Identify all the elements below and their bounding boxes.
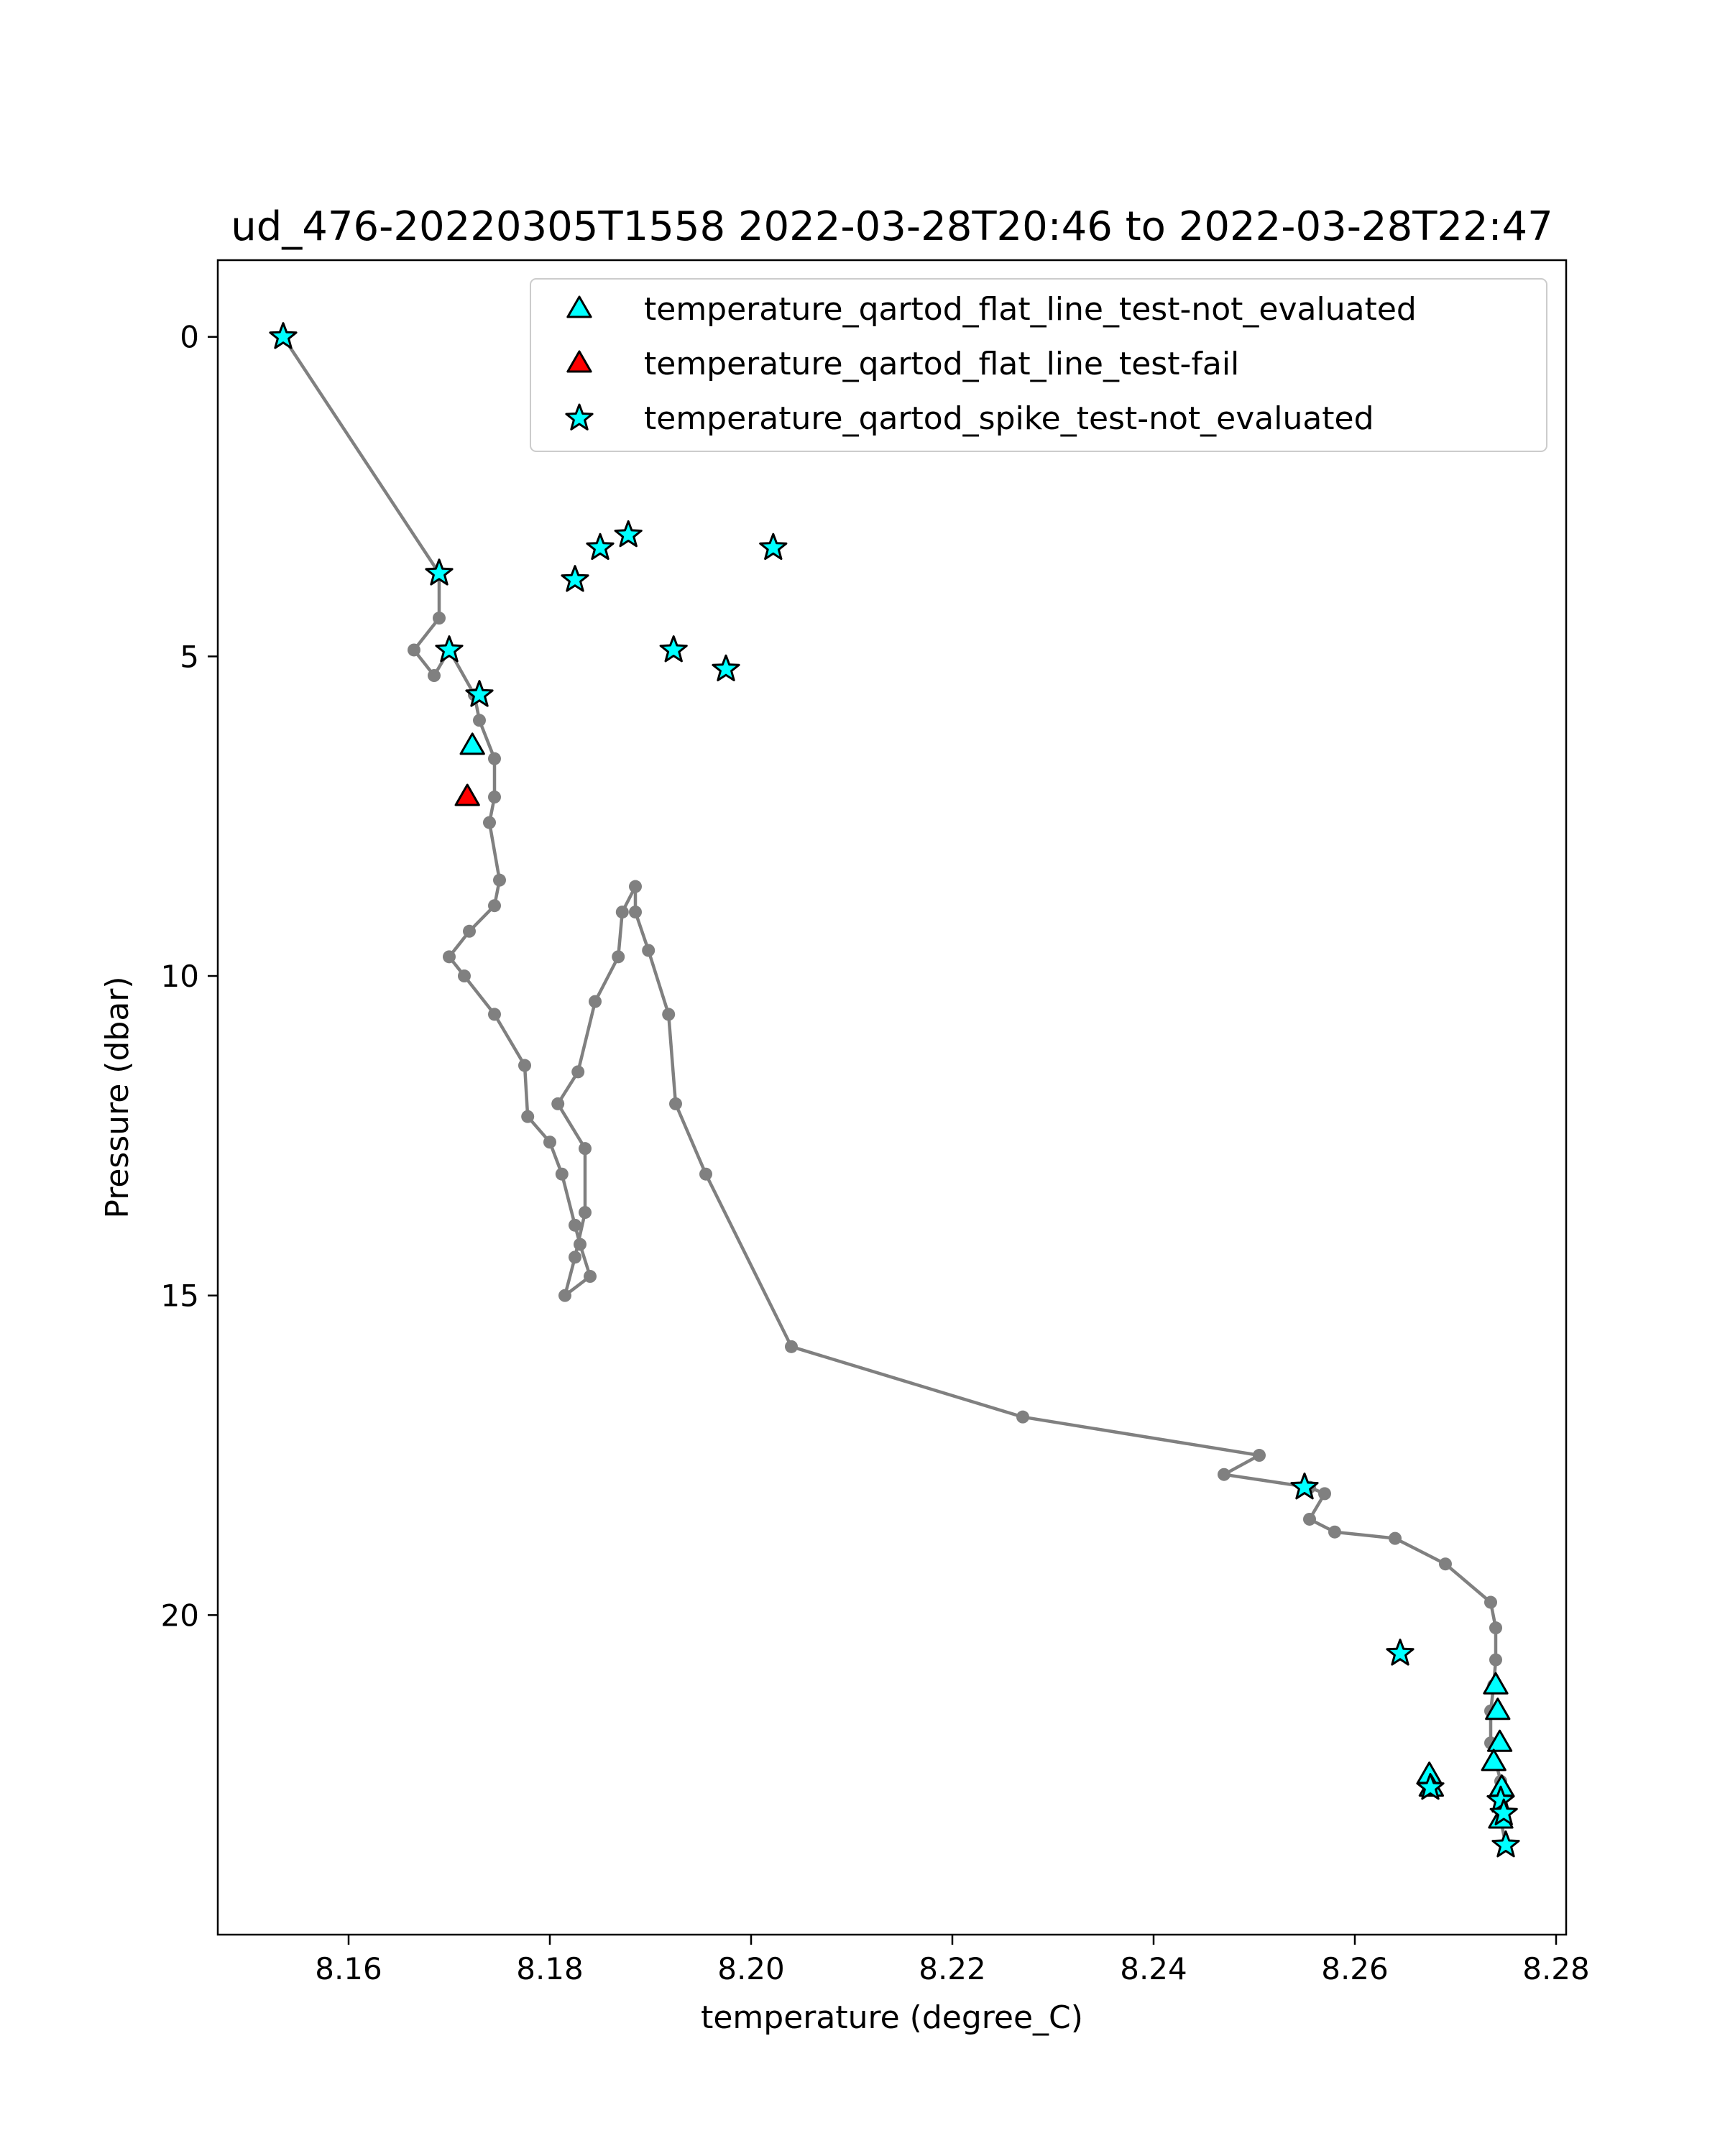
legend-label: temperature_qartod_flat_line_test-not_ev… xyxy=(644,291,1417,328)
flat-line-test-triangle-marker xyxy=(1483,1672,1509,1695)
profile-point xyxy=(629,880,642,893)
profile-point xyxy=(428,669,441,683)
spike-test-star-marker xyxy=(435,635,464,663)
spike-test-star-marker xyxy=(759,533,788,561)
x-tick-label: 8.20 xyxy=(717,1951,785,1986)
spike-test-star-marker xyxy=(1386,1639,1414,1666)
y-tick-label: 10 xyxy=(161,959,199,994)
y-tick-label: 20 xyxy=(161,1598,199,1633)
profile-point xyxy=(571,1065,585,1079)
flat-line-test-triangle-marker xyxy=(459,732,485,755)
profile-point xyxy=(699,1167,712,1181)
spike-test-star-marker xyxy=(1491,1830,1520,1858)
legend-entries: temperature_qartod_flat_line_test-not_ev… xyxy=(565,291,1417,437)
legend-triangle-marker xyxy=(566,295,592,318)
profile-point xyxy=(785,1340,798,1353)
flat-line-test-triangle-marker xyxy=(454,783,480,806)
flat-line-test-triangle-marker xyxy=(1481,1749,1506,1772)
x-tick-label: 8.16 xyxy=(315,1951,382,1986)
y-tick-label: 5 xyxy=(180,639,199,674)
spike-test-star-marker xyxy=(1489,1798,1518,1825)
profile-point xyxy=(615,906,629,919)
profile-point xyxy=(629,906,642,919)
profile-point xyxy=(551,1097,565,1110)
profile-point xyxy=(574,1238,586,1251)
profile-point xyxy=(488,752,501,765)
profile-point xyxy=(555,1167,569,1181)
profile-point xyxy=(569,1218,581,1232)
x-tick-label: 8.28 xyxy=(1522,1951,1590,1986)
profile-point xyxy=(543,1135,556,1149)
spike-test-star-marker xyxy=(1290,1473,1319,1500)
profile-point xyxy=(589,995,602,1008)
profile-point xyxy=(1253,1449,1266,1462)
spike-test-star-marker xyxy=(1416,1773,1445,1800)
spike-test-star-marker xyxy=(614,520,643,548)
profile-point xyxy=(443,950,456,964)
profile-point xyxy=(612,950,625,964)
legend-star-marker xyxy=(565,403,594,430)
profile-point xyxy=(584,1270,597,1284)
profile-point xyxy=(488,1008,501,1021)
x-axis-label: temperature (degree_C) xyxy=(701,1999,1083,2036)
profile-point xyxy=(1389,1531,1402,1545)
profile-point xyxy=(1439,1557,1452,1571)
profile-point xyxy=(1484,1595,1497,1609)
profile-point xyxy=(518,1059,531,1072)
profile-point xyxy=(569,1250,581,1264)
profile-point xyxy=(521,1110,535,1123)
spike-test-star-marker xyxy=(712,654,740,681)
spike-test-star-marker xyxy=(659,635,688,663)
x-tick-label: 8.18 xyxy=(516,1951,584,1986)
profile-point xyxy=(408,643,420,657)
marker-layer xyxy=(269,322,1520,1858)
plot-frame xyxy=(216,259,1568,1936)
x-axis: 8.16 8.18 8.20 8.22 8.24 8.26 8.28 xyxy=(315,1935,1590,1986)
profile-point xyxy=(473,714,486,727)
profile-point xyxy=(579,1206,592,1220)
flat-line-test-triangle-marker xyxy=(1486,1729,1513,1752)
profile-point xyxy=(558,1289,571,1302)
profile-point xyxy=(1328,1525,1341,1539)
spike-test-star-marker xyxy=(561,565,589,592)
profile-point xyxy=(1016,1410,1029,1424)
spike-test-star-marker xyxy=(465,680,494,707)
legend-box xyxy=(530,278,1547,452)
profile-point xyxy=(488,899,501,913)
spike-test-star-marker xyxy=(425,558,454,586)
spike-test-star-marker xyxy=(269,322,298,349)
x-tick-label: 8.22 xyxy=(919,1951,986,1986)
profile-line xyxy=(282,336,1508,1846)
spike-test-star-marker xyxy=(586,533,615,561)
profile-point xyxy=(1489,1621,1502,1635)
profile-point xyxy=(1489,1653,1502,1667)
profile-point xyxy=(1218,1468,1230,1481)
profile-point xyxy=(1318,1487,1331,1501)
legend-triangle-marker xyxy=(566,350,592,373)
profile-point xyxy=(1303,1512,1316,1526)
y-axis-label: Pressure (dbar) xyxy=(99,976,136,1218)
legend: temperature_qartod_flat_line_test-not_ev… xyxy=(530,278,1547,452)
y-axis: 0 5 10 15 20 xyxy=(161,320,218,1633)
profile-point xyxy=(493,873,506,887)
profile-point xyxy=(433,612,446,625)
legend-label: temperature_qartod_spike_test-not_evalua… xyxy=(644,400,1374,437)
profile-point xyxy=(669,1097,682,1110)
x-tick-label: 8.24 xyxy=(1120,1951,1187,1986)
legend-label: temperature_qartod_flat_line_test-fail xyxy=(644,346,1239,382)
y-tick-label: 15 xyxy=(161,1279,199,1314)
profile-point xyxy=(458,969,471,983)
profile-point xyxy=(488,791,501,804)
profile-point xyxy=(483,816,496,829)
profile-point xyxy=(662,1008,676,1021)
flat-line-test-triangle-marker xyxy=(1485,1697,1511,1720)
chart-title: ud_476-20220305T1558 2022-03-28T20:46 to… xyxy=(231,203,1553,250)
profile-point xyxy=(463,924,476,938)
profile-point xyxy=(579,1142,592,1156)
y-tick-label: 0 xyxy=(180,320,199,355)
profile-point xyxy=(642,944,656,957)
x-tick-label: 8.26 xyxy=(1321,1951,1389,1986)
